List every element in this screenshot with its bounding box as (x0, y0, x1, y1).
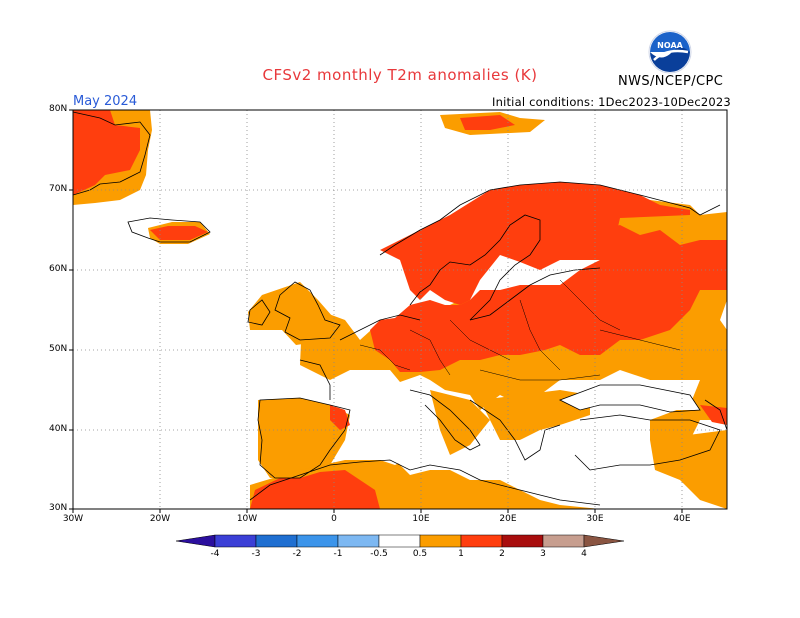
graticule (73, 110, 727, 509)
colorbar-swatch-9 (542, 534, 585, 548)
lon-tick-10e: 10E (412, 514, 430, 524)
colorbar-label: 0.5 (412, 549, 428, 559)
borders (359, 279, 681, 381)
colorbar-label: 4 (581, 549, 587, 559)
colorbar-swatch-4 (337, 534, 380, 548)
colorbar-swatch-5 (378, 534, 421, 548)
colorbar-label: -4 (210, 549, 220, 559)
forecast-month: May 2024 (73, 94, 138, 109)
map-title: CFSv2 monthly T2m anomalies (K) (262, 66, 538, 84)
agency-label: NWS/NCEP/CPC (618, 74, 724, 89)
colorbar-label: 2 (499, 549, 505, 559)
colorbar-swatch-3 (296, 534, 339, 548)
colorbar-swatch-7 (460, 534, 503, 548)
initial-conditions: Initial conditions: 1Dec2023-10Dec2023 (492, 95, 731, 109)
colorbar-swatch-6 (419, 534, 462, 548)
colorbar-swatch-1 (214, 534, 257, 548)
lat-tick-30n: 30N (49, 503, 68, 513)
logo-text: NOAA (657, 41, 683, 50)
colorbar-label: -2 (292, 549, 302, 559)
lon-tick-40e: 40E (673, 514, 691, 524)
noaa-logo-icon: NOAA (648, 30, 692, 74)
near-normal-areas (350, 385, 700, 475)
colorbar (175, 534, 625, 548)
lon-tick-10w: 10W (236, 514, 258, 524)
colorbar-swatch-under (175, 534, 216, 548)
lon-tick-0: 0 (331, 514, 337, 524)
colorbar-label: -3 (251, 549, 261, 559)
lon-tick-30w: 30W (62, 514, 84, 524)
lon-tick-20w: 20W (149, 514, 171, 524)
lat-tick-50n: 50N (49, 344, 68, 354)
colorbar-swatch-2 (255, 534, 298, 548)
lon-tick-30e: 30E (586, 514, 604, 524)
lat-tick-70n: 70N (49, 184, 68, 194)
colorbar-swatch-over (583, 534, 625, 548)
lat-tick-80n: 80N (49, 104, 68, 114)
tick-marks (69, 109, 683, 513)
colorbar-swatch-8 (501, 534, 544, 548)
lat-tick-60n: 60N (49, 264, 68, 274)
colorbar-label: 1 (458, 549, 464, 559)
lon-tick-20e: 20E (499, 514, 517, 524)
colorbar-label: 3 (540, 549, 546, 559)
colorbar-label: -0.5 (370, 549, 388, 559)
colorbar-label: -1 (333, 549, 343, 559)
lat-tick-40n: 40N (49, 424, 68, 434)
anomaly-1-2 (73, 110, 727, 509)
